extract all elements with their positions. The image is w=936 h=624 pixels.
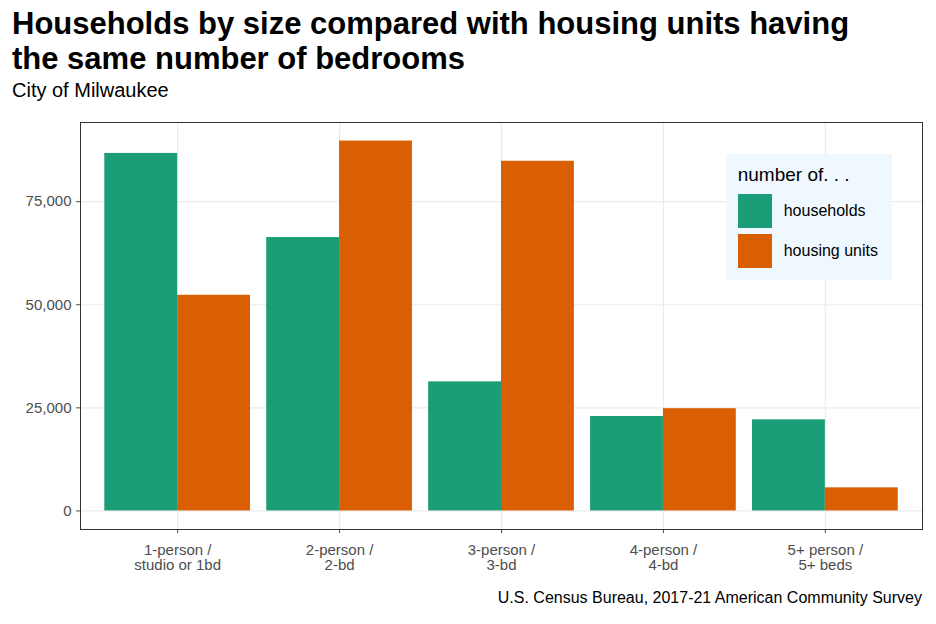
svg-text:5+ person /5+ beds: 5+ person /5+ beds [788,541,864,574]
svg-text:25,000: 25,000 [26,399,72,416]
html-text:U.S. Census Bureau, 2017-21 Am: U.S. Census Bureau, 2017-21 American Com… [497,589,922,606]
svg-text:3-person /3-bd: 3-person /3-bd [468,541,536,574]
html-text:housing units: housing units [783,242,878,259]
html-text:households: households [783,202,866,219]
svg-text:4-person /4-bd: 4-person /4-bd [630,541,698,574]
svg-text:1-person /studio or 1bd: 1-person /studio or 1bd [134,541,221,574]
svg-text:2-person /2-bd: 2-person /2-bd [306,541,374,574]
html-text:number of. . .: number of. . . [737,164,850,185]
svg-text:75,000: 75,000 [26,193,72,210]
svg-text:0: 0 [63,502,71,519]
html-text:Households by size compared wi: Households by size compared with housing… [12,6,850,76]
svg-text:50,000: 50,000 [26,296,72,313]
html-text:City of Milwaukee: City of Milwaukee [12,79,169,101]
